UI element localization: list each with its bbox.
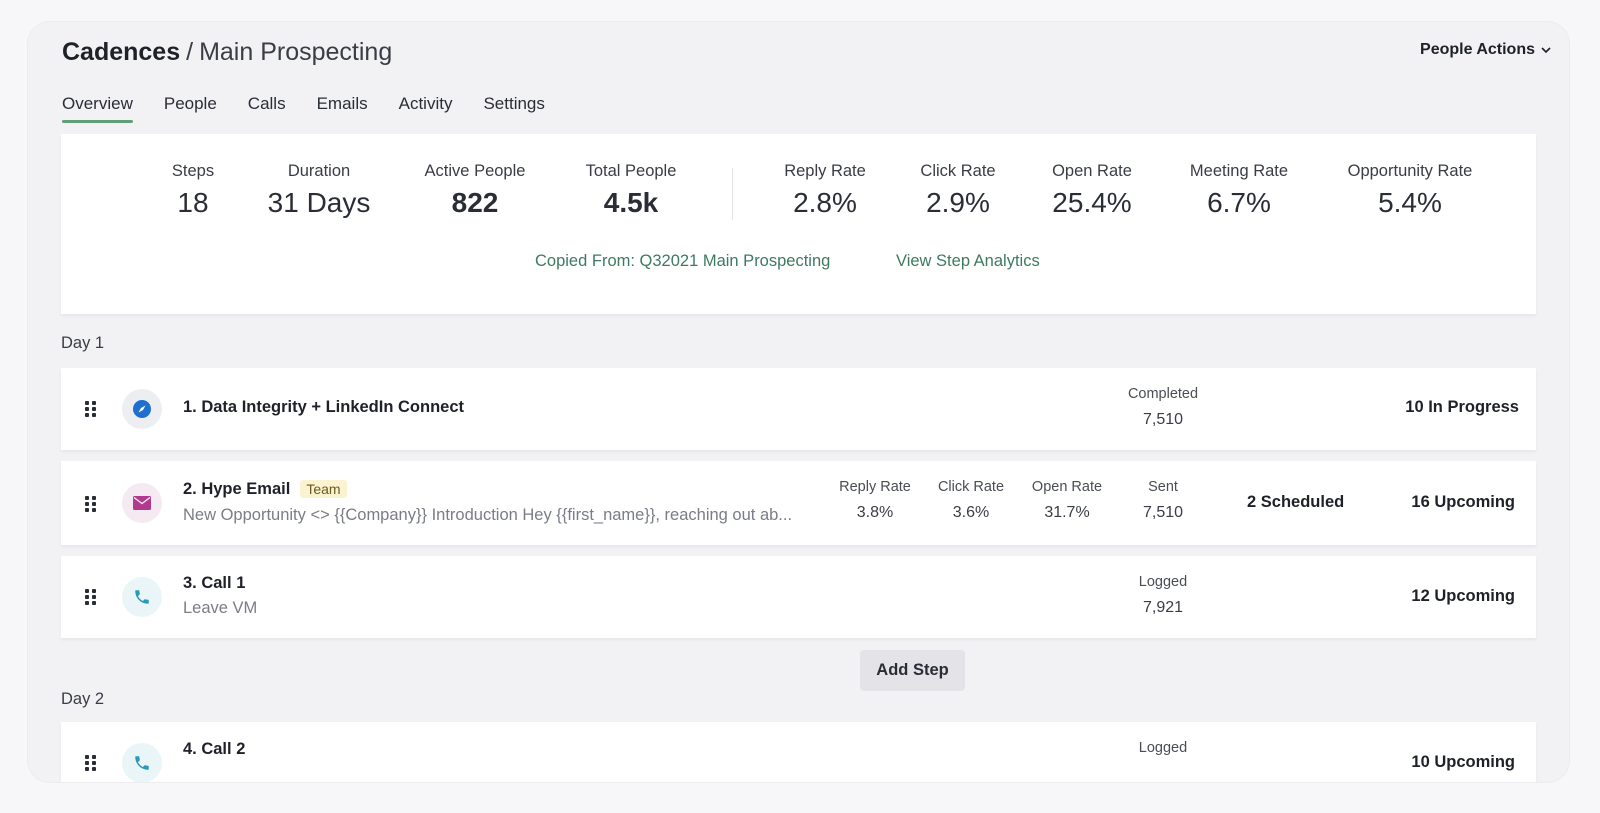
stat-duration: Duration 31 Days <box>257 162 381 219</box>
step-title[interactable]: 4. Call 2 <box>183 740 246 758</box>
drag-handle-icon[interactable] <box>85 589 97 605</box>
people-actions-dropdown[interactable]: People Actions <box>1420 41 1551 59</box>
metric-label: Open Rate <box>1031 479 1103 495</box>
stat-value: 25.4% <box>1052 187 1132 218</box>
stat-value: 5.4% <box>1378 187 1442 218</box>
compass-icon <box>133 400 151 418</box>
metric-label: Sent <box>1148 479 1178 495</box>
day-label: Day 1 <box>61 334 105 352</box>
tab-bar: Overview People Calls Emails Activity Se… <box>62 90 576 123</box>
stat-label: Click Rate <box>920 162 996 180</box>
stat-meeting-rate: Meeting Rate 6.7% <box>1181 162 1297 219</box>
step-type-icon <box>122 577 162 617</box>
stat-value: 4.5k <box>603 187 659 218</box>
step-metric-logged: Logged 7,921 <box>1121 574 1205 617</box>
step-title[interactable]: 1. Data Integrity + LinkedIn Connect <box>183 398 465 416</box>
stat-value: 31 Days <box>267 187 371 218</box>
stat-value: 822 <box>451 187 499 218</box>
view-step-analytics-link[interactable]: View Step Analytics <box>896 252 1040 270</box>
step-type-icon <box>122 483 162 523</box>
envelope-icon <box>133 496 151 510</box>
breadcrumb-cadences[interactable]: Cadences <box>62 38 181 66</box>
stats-divider <box>732 168 733 220</box>
team-badge: Team <box>300 480 347 498</box>
breadcrumb-current: Main Prospecting <box>199 38 393 66</box>
metric-label: Reply Rate <box>839 479 911 495</box>
stat-label: Reply Rate <box>784 162 866 180</box>
stat-active-people: Active People 822 <box>417 162 533 219</box>
cadence-window: Cadences / Main Prospecting People Actions… <box>28 22 1569 782</box>
stat-opportunity-rate: Opportunity Rate 5.4% <box>1337 162 1483 219</box>
step-scheduled[interactable]: 2 Scheduled <box>1247 493 1345 511</box>
step-row[interactable]: 2. Hype Email Team New Opportunity <> {{C… <box>61 461 1536 545</box>
stat-value: 2.8% <box>793 187 857 218</box>
step-row[interactable]: 1. Data Integrity + LinkedIn Connect Com… <box>61 368 1536 450</box>
page-title: Cadences / Main Prospecting <box>62 38 392 67</box>
step-status[interactable]: 10 In Progress <box>1405 398 1519 416</box>
step-metric-logged: Logged <box>1121 740 1205 756</box>
metric-value: 7,510 <box>1142 411 1184 428</box>
step-row[interactable]: 3. Call 1 Leave VM Logged 7,921 12 Upcom… <box>61 556 1536 638</box>
step-status[interactable]: 10 Upcoming <box>1411 753 1515 771</box>
step-status[interactable]: 16 Upcoming <box>1411 493 1515 511</box>
phone-icon <box>135 590 149 604</box>
step-type-icon <box>122 389 162 429</box>
metric-value: 3.8% <box>856 504 894 521</box>
tab-overview[interactable]: Overview <box>62 90 133 123</box>
stat-value: 18 <box>177 187 209 218</box>
stat-reply-rate: Reply Rate 2.8% <box>773 162 877 219</box>
stat-total-people: Total People 4.5k <box>575 162 687 219</box>
drag-handle-icon[interactable] <box>85 401 97 417</box>
drag-handle-icon[interactable] <box>85 755 97 771</box>
add-step-button[interactable]: Add Step <box>860 650 965 691</box>
drag-handle-icon[interactable] <box>85 496 97 512</box>
stat-open-rate: Open Rate 25.4% <box>1041 162 1143 219</box>
cadence-stats-panel: Steps 18 Duration 31 Days Active People … <box>61 134 1536 314</box>
tab-settings[interactable]: Settings <box>483 94 545 113</box>
tab-calls[interactable]: Calls <box>247 94 286 113</box>
step-status[interactable]: 12 Upcoming <box>1411 587 1515 605</box>
step-metric-open-rate: Open Rate 31.7% <box>1023 479 1111 522</box>
metric-value: 31.7% <box>1044 504 1090 521</box>
people-actions-label: People Actions <box>1420 41 1535 58</box>
metric-label: Completed <box>1127 386 1199 402</box>
metric-value: 7,510 <box>1142 504 1184 521</box>
tab-people[interactable]: People <box>163 94 217 113</box>
tab-activity[interactable]: Activity <box>398 94 453 113</box>
metric-value: 7,921 <box>1142 599 1184 616</box>
stat-value: 6.7% <box>1207 187 1271 218</box>
metric-value: 3.6% <box>952 504 990 521</box>
stat-value: 2.9% <box>926 187 990 218</box>
stat-label: Meeting Rate <box>1189 162 1289 180</box>
step-row[interactable]: 4. Call 2 Logged 10 Upcoming <box>61 722 1536 782</box>
step-metric-sent: Sent 7,510 <box>1121 479 1205 522</box>
copied-from-link[interactable]: Copied From: Q32021 Main Prospecting <box>535 252 831 270</box>
stat-label: Opportunity Rate <box>1347 162 1473 180</box>
tab-emails[interactable]: Emails <box>316 94 368 113</box>
phone-icon <box>135 756 149 770</box>
stat-label: Duration <box>287 162 351 180</box>
stat-label: Active People <box>424 162 526 180</box>
metric-label: Logged <box>1138 574 1188 590</box>
step-subtitle: Leave VM <box>183 599 258 617</box>
chevron-down-icon <box>1541 47 1551 54</box>
metric-label: Logged <box>1138 740 1188 756</box>
step-subtitle: New Opportunity <> {{Company}} Introduct… <box>183 506 793 524</box>
step-title-text: 2. Hype Email <box>183 480 291 498</box>
step-metric-reply-rate: Reply Rate 3.8% <box>831 479 919 522</box>
breadcrumb-separator: / <box>186 38 194 66</box>
stat-steps: Steps 18 <box>159 162 227 219</box>
stat-label: Open Rate <box>1052 162 1132 180</box>
stat-label: Steps <box>171 162 215 180</box>
stat-click-rate: Click Rate 2.9% <box>911 162 1005 219</box>
step-title[interactable]: 2. Hype Email Team <box>183 480 347 499</box>
step-type-icon <box>122 743 162 782</box>
step-title[interactable]: 3. Call 1 <box>183 574 246 592</box>
day-label: Day 2 <box>61 690 105 708</box>
stat-label: Total People <box>585 162 677 180</box>
step-metric-click-rate: Click Rate 3.6% <box>929 479 1013 522</box>
step-metric-completed: Completed 7,510 <box>1121 386 1205 429</box>
metric-label: Click Rate <box>937 479 1005 495</box>
